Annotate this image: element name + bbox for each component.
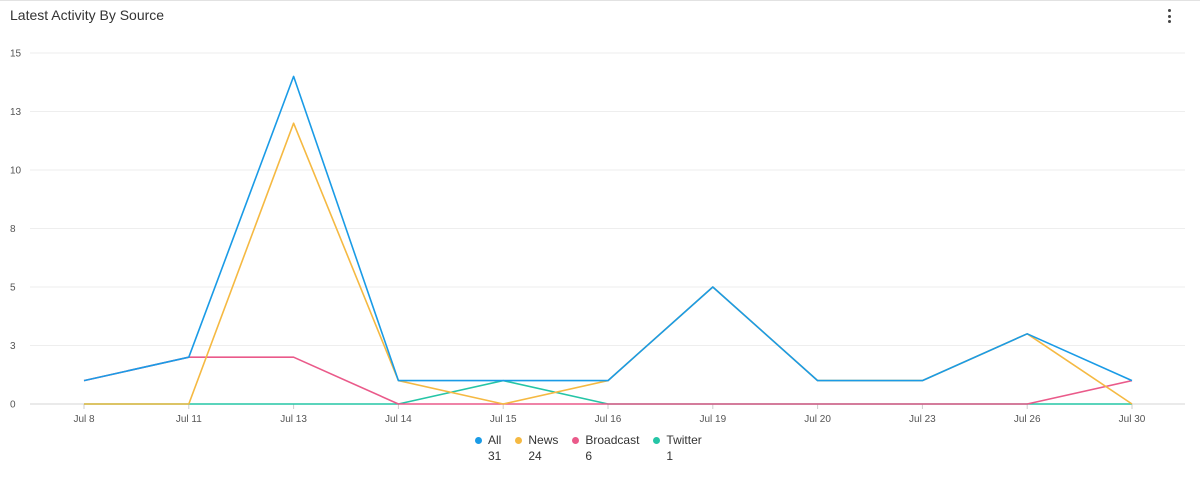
x-tick-label: Jul 20: [804, 414, 831, 425]
legend-item-broadcast[interactable]: Broadcast 6: [572, 433, 639, 463]
legend-item-twitter[interactable]: Twitter 1: [653, 433, 702, 463]
legend-entry: Broadcast: [572, 433, 639, 447]
line-chart: 0 3 5 8 10 13 15 Jul 8 Jul 11 Jul 13 Jul 14 Jul 15…: [10, 49, 1185, 425]
legend-dot-icon: [653, 436, 661, 444]
menu-dot: [1168, 20, 1172, 24]
x-tick-label: Jul 16: [595, 414, 622, 425]
legend-item-news[interactable]: News 24: [515, 433, 558, 463]
x-tick-label: Jul 23: [909, 414, 936, 425]
legend-label: News: [528, 433, 559, 447]
x-tick-label: Jul 19: [699, 414, 726, 425]
legend-count: 24: [528, 449, 542, 463]
y-tick-label: 0: [10, 400, 16, 411]
legend-entry: All: [475, 433, 501, 447]
series-lines: [83, 75, 1133, 405]
x-tick-label: Jul 14: [385, 414, 412, 425]
legend-count: 31: [488, 449, 502, 463]
chart-legend: All 31 News 24 Broadcast 6 Twitter 1: [475, 433, 702, 463]
legend-dot-icon: [475, 436, 482, 444]
legend-count: 1: [666, 449, 674, 463]
y-tick-label: 3: [10, 341, 16, 352]
legend-dot-icon: [572, 436, 580, 444]
x-axis-tick-labels: Jul 8 Jul 11 Jul 13 Jul 14 Jul 15 Jul 16 Jul 1…: [73, 404, 1146, 425]
x-tick-label: Jul 8: [73, 414, 95, 425]
x-tick-label: Jul 15: [490, 414, 517, 425]
more-vertical-icon[interactable]: [1162, 6, 1178, 26]
legend-entry: News: [515, 433, 558, 447]
x-tick-label: Jul 13: [280, 414, 307, 425]
x-tick-label: Jul 30: [1119, 414, 1146, 425]
legend-label: Broadcast: [585, 433, 640, 447]
chart-title: Latest Activity By Source: [10, 7, 165, 23]
legend-entry: Twitter: [653, 433, 702, 447]
y-tick-label: 13: [10, 107, 22, 118]
legend-dot-icon: [515, 436, 523, 444]
legend-item-all[interactable]: All 31: [475, 433, 501, 463]
y-tick-label: 8: [10, 224, 16, 235]
y-tick-label: 5: [10, 283, 16, 294]
x-tick-label: Jul 26: [1014, 414, 1041, 425]
legend-label: Twitter: [666, 433, 702, 447]
y-tick-label: 10: [10, 166, 22, 177]
y-tick-label: 15: [10, 49, 22, 60]
series-line-broadcast[interactable]: [83, 356, 1133, 405]
series-line-all[interactable]: [83, 75, 1133, 382]
x-tick-label: Jul 11: [176, 414, 202, 425]
gridlines: [30, 52, 1185, 405]
series-line-news[interactable]: [84, 122, 1133, 405]
menu-dot: [1168, 14, 1172, 18]
series-line-twitter[interactable]: [84, 379, 1132, 405]
y-axis-tick-labels: 0 3 5 8 10 13 15: [10, 49, 22, 411]
legend-label: All: [488, 433, 502, 447]
legend-count: 6: [585, 449, 593, 463]
menu-dot: [1168, 9, 1172, 13]
